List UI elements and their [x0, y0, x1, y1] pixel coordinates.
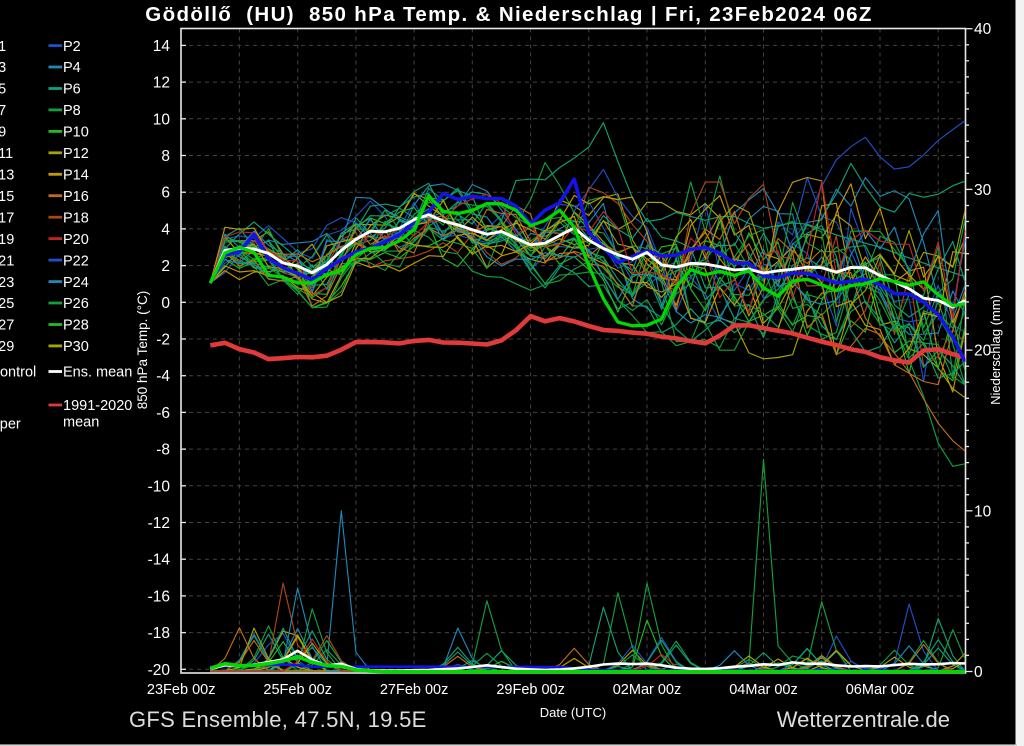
svg-text:850 hPa Temp. (°C): 850 hPa Temp. (°C): [135, 291, 150, 409]
svg-text:40: 40: [974, 21, 992, 38]
svg-text:-2: -2: [156, 332, 170, 349]
svg-text:0: 0: [161, 295, 170, 312]
svg-text:P30: P30: [63, 339, 89, 355]
svg-text:P1: P1: [0, 39, 6, 55]
svg-text:P6: P6: [63, 82, 81, 98]
svg-text:1991-2020: 1991-2020: [63, 398, 132, 414]
svg-text:P24: P24: [63, 275, 89, 291]
svg-text:02Mar 00z: 02Mar 00z: [613, 682, 682, 698]
svg-text:Niederschlag (mm): Niederschlag (mm): [988, 295, 1003, 405]
svg-text:27Feb 00z: 27Feb 00z: [380, 682, 449, 698]
svg-text:Gödöllő (HU) 850 hPa Temp. &: Gödöllő (HU) 850 hPa Temp. & Niederschla…: [145, 3, 872, 26]
svg-text:12: 12: [153, 75, 170, 92]
svg-text:-10: -10: [148, 478, 171, 495]
svg-text:10: 10: [153, 111, 171, 128]
svg-text:8: 8: [161, 148, 170, 165]
svg-text:P26: P26: [63, 296, 89, 312]
svg-text:P2: P2: [63, 39, 81, 55]
svg-text:P29: P29: [0, 339, 14, 355]
svg-text:29Feb 00z: 29Feb 00z: [496, 682, 565, 698]
svg-text:Control: Control: [0, 365, 36, 381]
svg-text:4: 4: [161, 221, 170, 238]
svg-text:P7: P7: [0, 103, 6, 119]
svg-text:P15: P15: [0, 189, 14, 205]
svg-text:Oper: Oper: [0, 417, 21, 433]
svg-text:P21: P21: [0, 253, 14, 269]
svg-text:P11: P11: [0, 146, 13, 162]
svg-text:2: 2: [161, 258, 170, 275]
svg-text:-8: -8: [156, 442, 170, 459]
svg-text:P19: P19: [0, 232, 14, 248]
svg-text:25Feb 00z: 25Feb 00z: [263, 682, 332, 698]
svg-text:-14: -14: [148, 552, 171, 569]
svg-text:P10: P10: [63, 125, 89, 141]
svg-text:Ens. mean: Ens. mean: [63, 365, 132, 381]
svg-text:-4: -4: [156, 368, 170, 385]
svg-text:6: 6: [161, 185, 170, 202]
svg-text:0: 0: [974, 664, 983, 681]
svg-text:-16: -16: [148, 588, 170, 605]
svg-text:P5: P5: [0, 82, 6, 98]
svg-text:-12: -12: [148, 515, 170, 532]
svg-text:P12: P12: [63, 146, 89, 162]
svg-text:P3: P3: [0, 60, 6, 76]
svg-text:P28: P28: [63, 318, 89, 334]
svg-text:P17: P17: [0, 210, 14, 226]
svg-text:P16: P16: [63, 189, 89, 205]
svg-text:-18: -18: [148, 625, 170, 642]
svg-text:30: 30: [974, 182, 992, 199]
svg-text:10: 10: [974, 503, 992, 520]
svg-text:P8: P8: [63, 103, 81, 119]
svg-text:04Mar 00z: 04Mar 00z: [729, 682, 798, 698]
svg-text:mean: mean: [63, 415, 99, 431]
svg-text:Date (UTC): Date (UTC): [540, 705, 606, 720]
svg-text:P23: P23: [0, 275, 14, 291]
svg-text:P18: P18: [63, 210, 89, 226]
svg-text:14: 14: [153, 38, 171, 55]
svg-text:Wetterzentrale.de: Wetterzentrale.de: [777, 707, 950, 732]
svg-text:GFS Ensemble, 47.5N, 19.5E: GFS Ensemble, 47.5N, 19.5E: [129, 707, 427, 732]
svg-text:P22: P22: [63, 253, 89, 269]
svg-text:P25: P25: [0, 296, 14, 312]
svg-text:P13: P13: [0, 168, 14, 184]
svg-text:06Mar 00z: 06Mar 00z: [846, 682, 915, 698]
svg-text:P20: P20: [63, 232, 89, 248]
svg-text:P14: P14: [63, 168, 89, 184]
svg-text:P4: P4: [63, 60, 81, 76]
svg-text:P9: P9: [0, 125, 6, 141]
svg-text:-20: -20: [148, 662, 171, 679]
svg-text:20: 20: [974, 343, 992, 360]
svg-text:23Feb 00z: 23Feb 00z: [147, 682, 216, 698]
svg-text:P27: P27: [0, 318, 14, 334]
svg-text:-6: -6: [156, 405, 170, 422]
